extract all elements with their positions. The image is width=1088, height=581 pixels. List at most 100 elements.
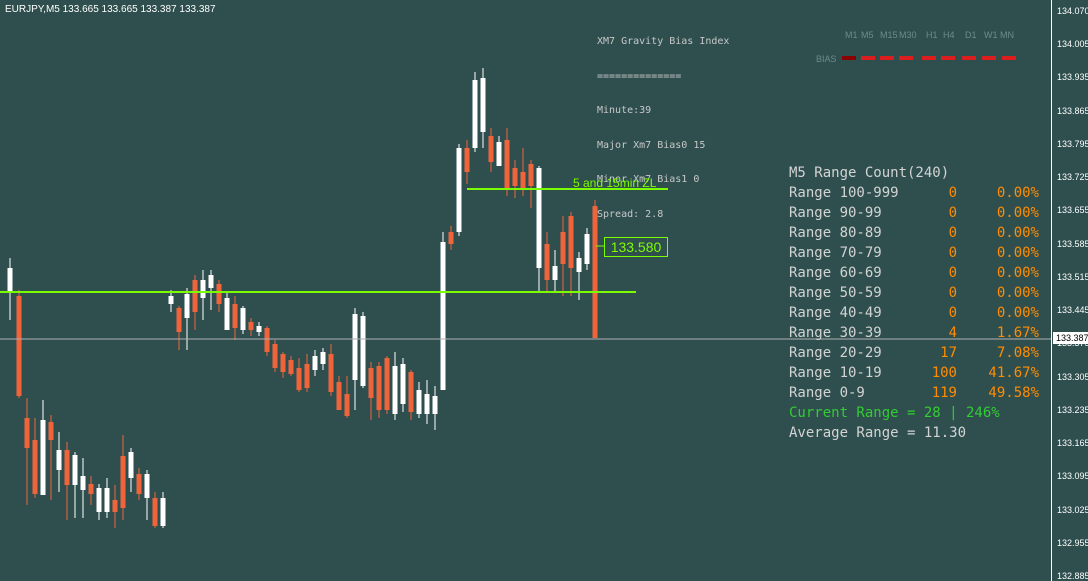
range-row-label: Range 80-89: [789, 225, 882, 241]
bias-segment-d1: [962, 56, 976, 60]
candle-body: [360, 316, 366, 386]
tf-label-mn: MN: [1000, 30, 1014, 40]
candle-body: [96, 488, 102, 512]
candlestick-plot: [0, 68, 1051, 528]
bias-segment-m1: [842, 56, 856, 60]
bias-segment-h4: [941, 56, 955, 60]
bias-segment-h1: [922, 56, 936, 60]
range-row-count: 0: [948, 305, 957, 321]
candle-body: [496, 142, 502, 166]
price-axis-label: 133.515: [1057, 271, 1088, 282]
range-row-label: Range 50-59: [789, 285, 882, 301]
candle-body: [120, 456, 126, 508]
price-axis-label: 133.025: [1057, 504, 1088, 515]
candle-body: [272, 344, 278, 368]
bias-segment-m15: [880, 56, 894, 60]
price-axis-label: 132.885: [1057, 571, 1088, 581]
tf-label-m5: M5: [861, 30, 874, 40]
bias-segment-m5: [861, 56, 875, 60]
range-row-percent: 0.00%: [996, 265, 1039, 281]
candle-body: [16, 296, 22, 396]
timeframe-bias-panel: M1 M5 M15 M30 H1 H4 D1 W1 MN BIAS: [812, 30, 1042, 70]
tf-label-d1: D1: [965, 30, 977, 40]
price-axis-label: 134.070: [1057, 6, 1088, 16]
gravity-bias-panel: XM7 Gravity Bias Index ============== Mi…: [597, 13, 729, 232]
gravity-title: XM7 Gravity Bias Index: [597, 36, 730, 47]
range-row-percent: 41.67%: [988, 365, 1039, 381]
range-row-label: Range 30-39: [789, 325, 882, 341]
price-axis-label: 133.095: [1057, 471, 1088, 482]
candle-body: [144, 474, 150, 498]
candle-body: [152, 498, 158, 526]
symbol-header: EURJPY,M5 133.665 133.665 133.387 133.38…: [5, 4, 216, 15]
range-row-percent: 0.00%: [996, 185, 1039, 201]
candle-body: [7, 268, 13, 292]
range-row-label: Range 100-999: [789, 185, 899, 201]
candle-body: [216, 284, 222, 304]
candle-body: [552, 266, 558, 280]
candle-body: [80, 476, 86, 490]
candle-body: [448, 232, 454, 244]
candle-body: [352, 314, 358, 380]
range-row-percent: 0.00%: [996, 285, 1039, 301]
range-row-count: 0: [948, 185, 957, 201]
tf-label-w1: W1: [984, 30, 998, 40]
candle-body: [544, 244, 550, 280]
candle-body: [344, 394, 350, 416]
range-row-count: 0: [948, 245, 957, 261]
gravity-major: Major Xm7 Bias0 15: [597, 139, 706, 151]
candle-body: [200, 280, 206, 298]
price-axis-label: 132.955: [1057, 537, 1088, 548]
range-row-percent: 49.58%: [988, 385, 1039, 401]
range-row-label: Range 60-69: [789, 265, 882, 281]
candle-body: [304, 364, 310, 388]
price-axis-label: 133.725: [1057, 172, 1088, 183]
price-axis[interactable]: 134.070 134.005 133.935 133.865 133.795 133.7…: [1051, 0, 1088, 581]
candle-body: [464, 148, 470, 172]
gravity-spread: Spread: 2.8: [597, 208, 664, 220]
candle-body: [40, 420, 46, 495]
range-row-label: Range 70-79: [789, 245, 882, 261]
candle-body: [432, 396, 438, 414]
candle-body: [416, 390, 422, 414]
candle-body: [392, 366, 398, 414]
candle-body: [576, 258, 582, 272]
candle-body: [400, 364, 406, 404]
candle-body: [384, 358, 390, 410]
candle-body: [328, 354, 334, 392]
candle-body: [312, 356, 318, 370]
zero-line-label: 5 and 15min ZL: [573, 176, 657, 190]
bias-segment-m30: [899, 56, 913, 60]
candle-body: [248, 322, 254, 330]
range-row-percent: 1.67%: [996, 325, 1039, 341]
average-range: Average Range = 11.30: [789, 425, 967, 441]
candle-body: [512, 168, 518, 186]
range-row-count: 119: [931, 385, 957, 401]
candle-body: [176, 308, 182, 332]
bias-segment-w1: [982, 56, 996, 60]
candle-body: [232, 304, 238, 328]
range-row-label: Range 0-9: [789, 385, 865, 401]
candle-body: [224, 298, 230, 330]
price-axis-border: [1051, 0, 1052, 581]
candle-body: [264, 328, 270, 352]
price-axis-label: 133.235: [1057, 404, 1088, 415]
candle-body: [160, 498, 166, 526]
range-row-label: Range 10-19: [789, 365, 882, 381]
candle-body: [560, 232, 566, 264]
candle-body: [288, 360, 294, 374]
tf-label-m1: M1: [845, 30, 858, 40]
range-row-percent: 7.08%: [996, 345, 1039, 361]
candle-body: [72, 455, 78, 485]
range-row-percent: 0.00%: [996, 245, 1039, 261]
candle-body: [24, 418, 30, 448]
candle-body: [280, 354, 286, 372]
price-axis-label: 133.165: [1057, 438, 1088, 449]
range-panel-title: M5 Range Count(240): [789, 165, 950, 181]
candle-body: [472, 80, 478, 148]
candle-body: [408, 372, 414, 412]
candle-body: [488, 136, 494, 162]
tf-label-h4: H4: [943, 30, 955, 40]
range-row-percent: 0.00%: [996, 205, 1039, 221]
